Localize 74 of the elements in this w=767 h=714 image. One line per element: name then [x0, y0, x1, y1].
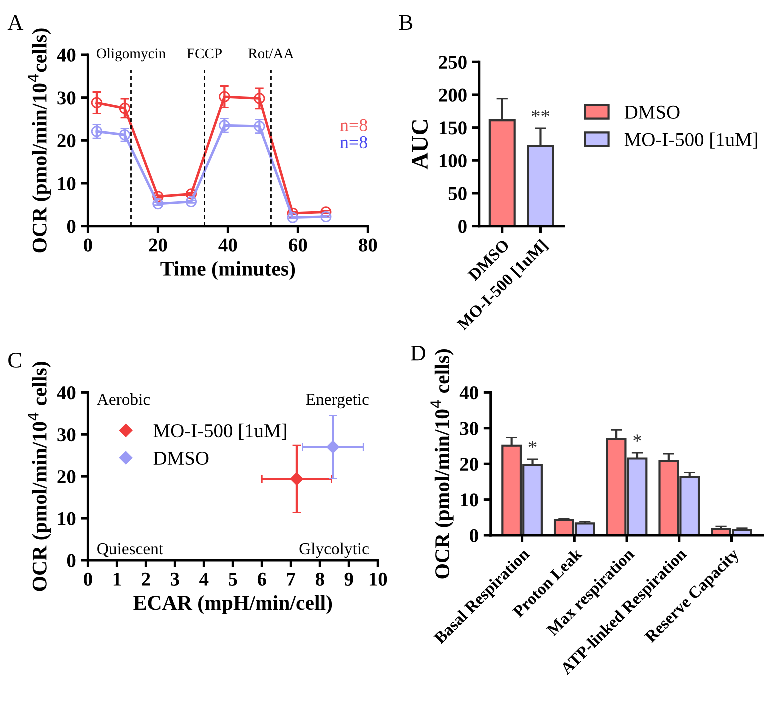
y-tick-label: 0 [67, 220, 76, 234]
annotation: n=8 [340, 119, 368, 132]
ref-line-label: FCCP [187, 48, 222, 59]
y-axis-title: OCR (pmol/min/10$^{4}$ cells) [430, 350, 454, 579]
y-tick-label: 30 [58, 428, 76, 442]
y-tick-label: 20 [58, 470, 76, 484]
x-tick-label: 80 [359, 238, 378, 252]
x-tick-label: 20 [149, 238, 168, 252]
legend-label: MO-I-500 [1uM] [154, 424, 286, 440]
x-tick-label: 1 [114, 572, 122, 586]
y-tick-label: 40 [57, 48, 76, 62]
y-tick-label: 30 [58, 92, 76, 105]
chart-title: A [8, 15, 24, 30]
y-tick-label: 10 [58, 177, 76, 190]
x-tick-label: 0 [84, 572, 92, 586]
annotation: Glycolytic [300, 542, 369, 558]
y-tick-label: 40 [460, 386, 478, 400]
annotation: n=8 [340, 136, 368, 149]
y-tick-label: 250 [439, 56, 467, 70]
annotation: Quiescent [98, 543, 164, 558]
y-tick-label: 150 [440, 122, 467, 135]
y-tick-label: 100 [440, 154, 467, 168]
point [287, 212, 298, 224]
y-axis-title: OCR (pmol/min/10$^{4}$ cells) [28, 362, 52, 592]
x-tick-label: 6 [258, 572, 266, 586]
y-tick-label: 0 [458, 220, 467, 234]
ref-line-label: Rot/AA [248, 48, 294, 59]
point [186, 196, 197, 208]
annotation: ** [532, 110, 550, 118]
x-tick-label: 10 [370, 572, 388, 586]
point [320, 211, 332, 222]
point [91, 126, 103, 138]
y-tick-label: 30 [460, 422, 478, 436]
point [119, 102, 131, 114]
x-tick-label: 5 [229, 573, 238, 586]
y-axis-title: AUC [412, 120, 428, 170]
y-tick-label: 40 [57, 386, 76, 400]
y-tick-label: 50 [448, 187, 467, 200]
x-axis-title: ECAR (mpH/min/cell) [134, 595, 332, 614]
annotation: * [528, 441, 537, 448]
x-tick-label: 60 [289, 238, 308, 252]
y-tick-label: 0 [470, 529, 478, 542]
point [152, 191, 164, 202]
point [254, 93, 266, 104]
x-tick-label: 4 [200, 572, 209, 586]
point [219, 91, 230, 103]
legend-label: DMSO [154, 452, 209, 466]
ref-line-label: Oligomycin [97, 48, 166, 62]
point [219, 120, 230, 132]
y-tick-label: 10 [461, 494, 478, 507]
x-tick-label: 8 [316, 572, 324, 586]
x-tick-label: 3 [171, 572, 180, 586]
point [91, 97, 103, 109]
annotation: Energetic [306, 394, 369, 409]
legend-label: MO-I-500 [1uM] [624, 132, 758, 149]
x-tick-label: 40 [218, 238, 238, 252]
point [152, 198, 164, 210]
annotation: * [634, 434, 642, 442]
x-tick-label: 2 [142, 572, 150, 586]
chart-title: B [399, 15, 413, 30]
x-axis-title: Time (minutes) [160, 261, 296, 280]
chart-title: D [410, 346, 426, 361]
y-tick-label: 20 [58, 134, 76, 148]
y-tick-label: 20 [460, 458, 478, 472]
y-tick-label: 200 [439, 88, 467, 102]
x-tick-label: 9 [344, 572, 354, 586]
annotation: Aerobic [97, 394, 150, 406]
x-tick-label: 7 [287, 573, 296, 586]
point [186, 188, 197, 200]
y-axis-title: OCR (pmol/min/10$^{4}$cells) [28, 28, 52, 253]
legend-label: DMSO [624, 106, 680, 119]
chart-title: C [8, 352, 22, 368]
y-tick-label: 10 [58, 512, 76, 526]
x-tick-label: 0 [84, 238, 92, 252]
